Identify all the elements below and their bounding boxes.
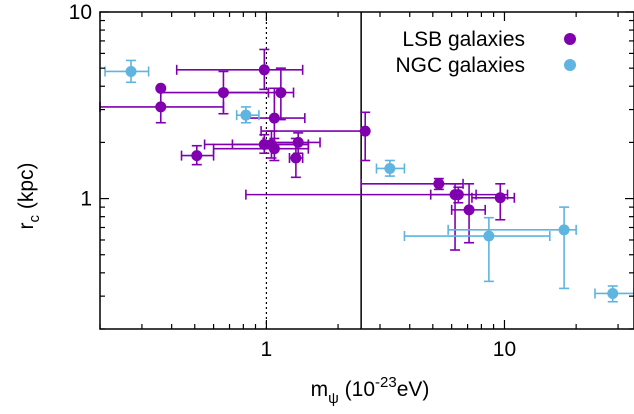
data-point-lsb [217,87,229,99]
legend-marker-lsb [564,33,576,45]
y-tick-label: 1 [80,188,92,211]
data-point-ngc [384,162,396,174]
x-axis-label-main: m [311,378,329,401]
data-point-ngc [558,224,570,236]
error-bar-lsb [175,48,304,91]
data-point-lsb [258,64,270,76]
data-point-lsb [433,178,445,190]
x-axis-label-rest: (10 [339,378,375,401]
data-points [125,64,619,299]
reference-lines [265,12,362,329]
data-point-lsb [268,112,280,124]
y-axis-label-rest: (kpc) [15,163,38,216]
x-axis-label-tail: eV) [397,378,430,401]
data-point-lsb [290,152,302,164]
tick-labels: 1 10 1 10 [69,1,517,361]
data-point-ngc [483,230,495,242]
data-point-lsb [449,189,461,201]
y-axis-label-main: r [15,223,38,230]
y-axis-label-sub: c [26,215,43,223]
x-axis-label: mψ (10-23eV) [311,374,430,407]
y-axis-label: rc (kpc) [15,163,43,230]
error-bar-lsb [260,111,371,162]
data-point-lsb [268,143,280,155]
x-tick-label: 10 [493,338,516,361]
data-point-lsb [155,82,167,94]
legend-marker-ngc [564,59,576,71]
data-point-ngc [607,287,619,299]
error-bar-lsb [471,183,516,221]
error-bar-ngc [447,206,577,290]
error-bar-lsb [180,144,215,166]
data-point-lsb [275,87,287,99]
legend-label-ngc: NGC galaxies [395,54,525,77]
x-axis-label-sup: -23 [375,374,397,391]
data-point-lsb [359,125,371,137]
x-axis-label-sub: ψ [328,390,339,407]
data-point-lsb [191,150,203,162]
legend: LSB galaxies NGC galaxies [395,28,576,77]
data-point-lsb [463,204,475,216]
data-point-lsb [155,101,167,113]
axis-ticks [99,11,634,330]
data-point-ngc [240,109,252,121]
plot-frame [99,11,634,330]
x-tick-label: 1 [261,338,273,361]
data-point-lsb [292,136,304,148]
data-point-lsb [494,192,506,204]
error-bar-lsb [360,177,464,191]
data-point-ngc [125,65,137,77]
y-tick-label: 10 [69,1,92,24]
legend-label-lsb: LSB galaxies [402,28,525,51]
error-bar-ngc [403,216,551,283]
error-bars [99,48,634,303]
